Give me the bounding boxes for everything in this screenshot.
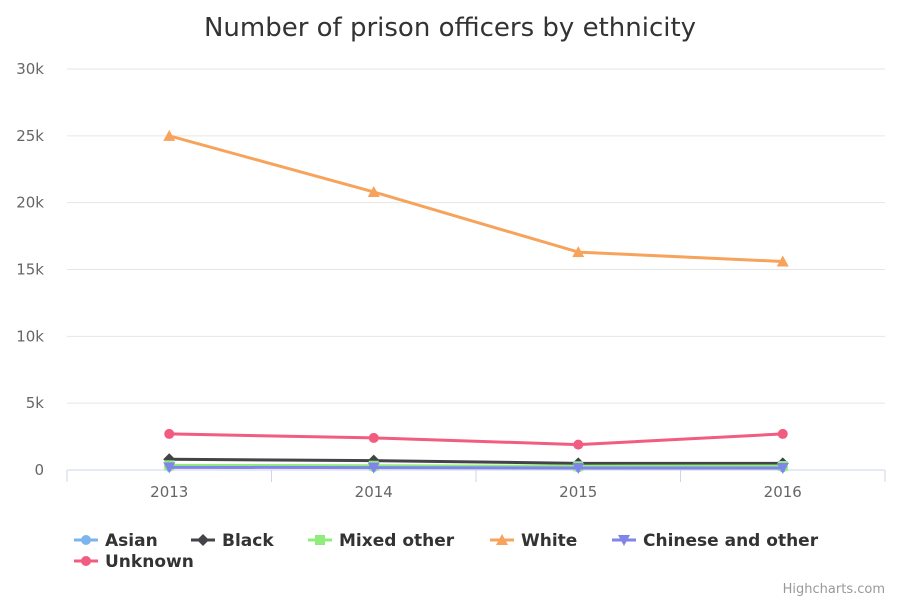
- legend-label: Mixed other: [339, 531, 455, 551]
- series-unknown[interactable]: [164, 428, 788, 450]
- legend-item-unknown[interactable]: Unknown: [74, 552, 194, 572]
- y-tick-label: 30k: [16, 60, 44, 78]
- legend-label: Asian: [105, 531, 158, 551]
- axes: 0 5k 10k 15k 20k 25k 30k 2013 2014 2015 2016: [16, 60, 886, 501]
- legend-marker: [81, 556, 91, 566]
- series-white[interactable]: [163, 129, 789, 267]
- y-tick-label: 25k: [16, 127, 44, 145]
- legend-label: White: [521, 531, 577, 551]
- data-point[interactable]: [164, 428, 175, 439]
- legend-marker: [618, 535, 630, 546]
- legend-marker: [81, 535, 91, 545]
- series-line[interactable]: [167, 463, 785, 468]
- legend-label: Chinese and other: [643, 531, 819, 551]
- legend-item-white[interactable]: White: [490, 531, 577, 551]
- legend-marker: [197, 534, 209, 546]
- y-tick-label: 5k: [26, 394, 45, 412]
- data-point[interactable]: [776, 255, 789, 267]
- y-tick-label: 20k: [16, 194, 44, 212]
- data-point[interactable]: [777, 428, 788, 439]
- series-group: [163, 129, 789, 474]
- series-line[interactable]: [167, 465, 785, 470]
- legend-marker: [315, 535, 325, 545]
- y-tick-label: 0: [34, 461, 44, 479]
- series-line[interactable]: [167, 432, 785, 447]
- x-tick-label: 2014: [355, 483, 393, 501]
- legend-label: Unknown: [105, 552, 194, 572]
- credits-link[interactable]: Highcharts.com: [783, 582, 885, 597]
- data-point[interactable]: [163, 462, 176, 474]
- y-tick-label: 10k: [16, 327, 44, 345]
- data-point[interactable]: [572, 246, 585, 258]
- series-chinese-and-other[interactable]: [163, 462, 789, 474]
- data-point[interactable]: [572, 462, 585, 474]
- data-point[interactable]: [163, 129, 176, 141]
- legend-item-mixed-other[interactable]: Mixed other: [308, 531, 455, 551]
- gridlines: [67, 68, 885, 471]
- series-line[interactable]: [167, 457, 785, 465]
- data-point[interactable]: [368, 432, 379, 443]
- legend-label: Black: [222, 531, 274, 551]
- data-point[interactable]: [367, 462, 380, 474]
- legend-marker: [496, 534, 508, 545]
- x-tick-label: 2016: [764, 483, 802, 501]
- legend: Asian Black Mixed other White Chinese and ot…: [74, 531, 819, 572]
- x-tick-label: 2013: [150, 483, 188, 501]
- legend-item-black[interactable]: Black: [191, 531, 274, 551]
- y-tick-label: 15k: [16, 261, 44, 279]
- data-point[interactable]: [573, 439, 584, 450]
- x-tick-label: 2015: [559, 483, 597, 501]
- legend-item-chinese-and-other[interactable]: Chinese and other: [612, 531, 819, 551]
- data-point[interactable]: [776, 462, 789, 474]
- legend-item-asian[interactable]: Asian: [74, 531, 158, 551]
- series-line[interactable]: [167, 134, 785, 263]
- data-point[interactable]: [367, 185, 380, 197]
- chart-title: Number of prison officers by ethnicity: [204, 13, 696, 43]
